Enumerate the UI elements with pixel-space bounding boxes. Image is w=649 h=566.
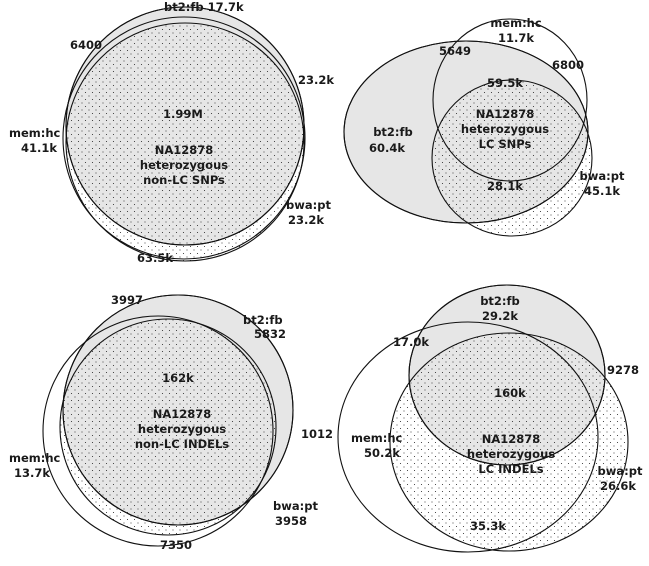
label-memhc-name: mem:hc bbox=[490, 16, 542, 30]
set-bwapt-dots bbox=[60, 319, 276, 535]
label-bwapt-name: bwa:pt bbox=[580, 169, 625, 183]
title-line-3: non-LC INDELs bbox=[135, 437, 229, 451]
label-memhc-only: 11.7k bbox=[498, 31, 534, 45]
venn-panel-indels-lc: bt2:fb 29.2k 17.0k 9278 160k mem:hc 50.2… bbox=[337, 284, 643, 553]
label-bwapt-only: 26.6k bbox=[600, 479, 636, 493]
label-all-three: 162k bbox=[162, 371, 194, 385]
set-bwapt-dots bbox=[66, 23, 304, 261]
title-line-3: non-LC SNPs bbox=[143, 173, 225, 187]
label-pair-memhc-bwapt: 35.3k bbox=[470, 519, 506, 533]
title-line-2: heterozygous bbox=[461, 122, 549, 136]
title-line-2: heterozygous bbox=[140, 158, 228, 172]
set-memhc-circle bbox=[62, 16, 306, 260]
set-bwapt-dots bbox=[390, 333, 628, 551]
label-memhc-name: mem:hc bbox=[9, 451, 61, 465]
venn-panel-indels-non-lc: 3997 bt2:fb 5832 162k NA12878 heterozygo… bbox=[9, 293, 333, 552]
label-memhc-name: mem:hc bbox=[9, 126, 61, 140]
set-bwapt-circle bbox=[65, 22, 305, 262]
title-line-2: heterozygous bbox=[138, 422, 226, 436]
label-bwapt-only: 23.2k bbox=[288, 213, 324, 227]
label-bt2fb-only: 5832 bbox=[254, 327, 286, 341]
label-all-three: 59.5k bbox=[487, 76, 523, 90]
label-pair-bt2fb-memhc: 5649 bbox=[439, 44, 471, 58]
label-bt2fb-name: bt2:fb bbox=[243, 313, 283, 327]
set-memhc-circle bbox=[42, 315, 274, 547]
venn-panel-snps-lc: mem:hc 11.7k 5649 6800 59.5k NA12878 het… bbox=[343, 16, 625, 237]
label-pair-bt2fb-bwapt: 9278 bbox=[607, 363, 639, 377]
venn-panel-snps-non-lc: bt2:fb 17.7k 6400 23.2k mem:hc 41.1k 1.9… bbox=[9, 0, 334, 265]
label-pair-bt2fb-bwapt: 1012 bbox=[301, 427, 333, 441]
label-pair-bt2fb-memhc: 3997 bbox=[111, 293, 143, 307]
set-bwapt-ellipse bbox=[431, 79, 593, 237]
title-line-2: heterozygous bbox=[467, 447, 555, 461]
label-pair-memhc-bwapt: 7350 bbox=[160, 538, 192, 552]
label-pair-memhc-bwapt: 6800 bbox=[552, 58, 584, 72]
label-bt2fb-name: bt2:fb bbox=[373, 125, 413, 139]
label-bt2fb-only: bt2:fb 17.7k bbox=[164, 0, 244, 14]
set-bwapt-circle bbox=[59, 318, 277, 536]
label-bt2fb-name: bt2:fb bbox=[480, 294, 520, 308]
label-pair-bt2fb-memhc: 17.0k bbox=[393, 335, 429, 349]
title-line-1: NA12878 bbox=[482, 432, 541, 446]
label-memhc-only: 50.2k bbox=[364, 446, 400, 460]
label-bt2fb-only: 60.4k bbox=[369, 141, 405, 155]
label-all-three: 1.99M bbox=[163, 107, 203, 121]
label-memhc-only: 41.1k bbox=[21, 141, 57, 155]
label-memhc-name: mem:hc bbox=[351, 431, 403, 445]
label-pair-bt2fb-memhc: 6400 bbox=[70, 38, 102, 52]
label-bwapt-only: 3958 bbox=[275, 514, 307, 528]
label-pair-bt2fb-bwapt: 28.1k bbox=[487, 179, 523, 193]
title-line-1: NA12878 bbox=[155, 143, 214, 157]
set-memhc-ellipse bbox=[432, 18, 588, 182]
label-bt2fb-only: 29.2k bbox=[482, 309, 518, 323]
title-line-3: LC INDELs bbox=[478, 462, 543, 476]
label-bwapt-name: bwa:pt bbox=[273, 499, 318, 513]
set-bwapt-ellipse bbox=[389, 332, 629, 552]
title-line-1: NA12878 bbox=[476, 107, 535, 121]
label-pair-memhc-bwapt: 63.5k bbox=[137, 251, 173, 265]
label-bwapt-name: bwa:pt bbox=[286, 198, 331, 212]
set-memhc-ellipse bbox=[337, 321, 599, 553]
label-all-three: 160k bbox=[494, 386, 526, 400]
label-bwapt-only: 45.1k bbox=[584, 184, 620, 198]
label-memhc-only: 13.7k bbox=[14, 466, 50, 480]
title-line-1: NA12878 bbox=[153, 407, 212, 421]
label-pair-bt2fb-bwapt: 23.2k bbox=[298, 73, 334, 87]
label-bwapt-name: bwa:pt bbox=[598, 464, 643, 478]
title-line-3: LC SNPs bbox=[479, 137, 532, 151]
